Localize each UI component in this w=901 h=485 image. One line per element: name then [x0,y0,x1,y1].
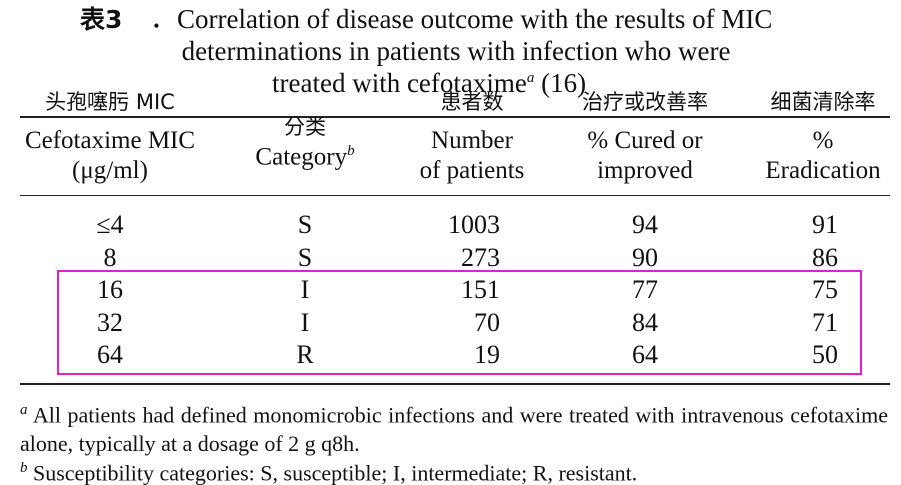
column-header: Eradication [765,158,880,183]
table-cell: 71 [812,307,838,337]
table-cell: 90 [632,242,658,272]
table-cell: 273 [461,242,500,272]
footnote-text: Susceptibility categories: S, susceptibl… [33,460,638,485]
footnote-mark: b [20,460,28,476]
table-cell: I [300,275,310,304]
column-header-text: % [812,127,834,154]
column-header-zh: 患者数 [440,90,504,114]
table-cell: I [300,307,310,337]
column-header-zh: 头孢噻肟 MIC [45,90,175,114]
column-header: Cefotaxime MIC [25,128,195,153]
table-cell: 8 [103,242,117,272]
column-header: of patients [420,158,525,183]
title-text: treated with cefotaxime [272,68,527,98]
column-header-text: Cefotaxime MIC [24,127,196,154]
footnote-text: All patients had defined monomicrobic in… [20,402,888,457]
column-header-text: of patients [419,157,525,184]
table-cell: 70 [474,307,500,337]
footnote: a All patients had defined monomicrobic … [20,396,888,458]
title-line: treated with cefotaximea (16) [272,70,586,97]
table-cell: 32 [97,307,123,337]
reference: (16) [541,68,587,98]
table-cell: 151 [461,275,500,304]
table-cell: 86 [812,242,838,272]
table-cell: S [297,242,313,272]
column-header-zh: 治疗或改善率 [582,90,708,114]
column-header-text: improved [597,157,693,184]
column-header: Number [431,128,513,153]
column-header-text: Eradication [765,157,881,184]
header-rule [20,195,890,196]
table-cell: 94 [632,210,658,239]
table-cell: 19 [474,340,500,369]
column-header-text: Number [431,127,513,154]
table-cell: 77 [632,275,658,304]
table-label: 表3 [80,5,123,34]
footnote: b Susceptibility categories: S, suscepti… [20,454,888,485]
column-header-zh: 细菌清除率 [770,90,876,114]
table-cell: ≤4 [96,210,124,239]
column-header: improved [597,158,693,183]
note-mark: b [347,143,355,159]
table-cell: 64 [97,340,123,369]
title-line: ．Correlation of disease outcome with the… [150,4,773,34]
top-rule [20,116,890,118]
table-cell: 1003 [448,210,500,239]
column-header-text: % Cured or [587,127,703,154]
column-header: Categoryb [255,143,355,171]
table-cell: 16 [97,275,123,304]
column-header: (μg/ml) [72,158,148,183]
column-header-zh: 分类 [284,115,326,139]
column-header: % [813,128,834,153]
note-mark: a [526,70,535,86]
table-cell: 84 [632,307,658,337]
table-cell: 50 [812,340,838,369]
highlight-box [57,270,862,375]
footnote-mark: a [20,402,28,418]
table-cell: 75 [812,275,838,304]
column-header: % Cured or [587,128,702,153]
title-line: determinations in patients with infectio… [181,36,731,66]
table-cell: 91 [812,210,838,239]
table-cell: S [297,210,313,239]
column-header-text: (μg/ml) [72,157,148,184]
bottom-rule [20,383,890,385]
column-header-text: Category [255,143,348,171]
table-cell: R [296,340,314,369]
table-cell: 64 [632,340,658,369]
